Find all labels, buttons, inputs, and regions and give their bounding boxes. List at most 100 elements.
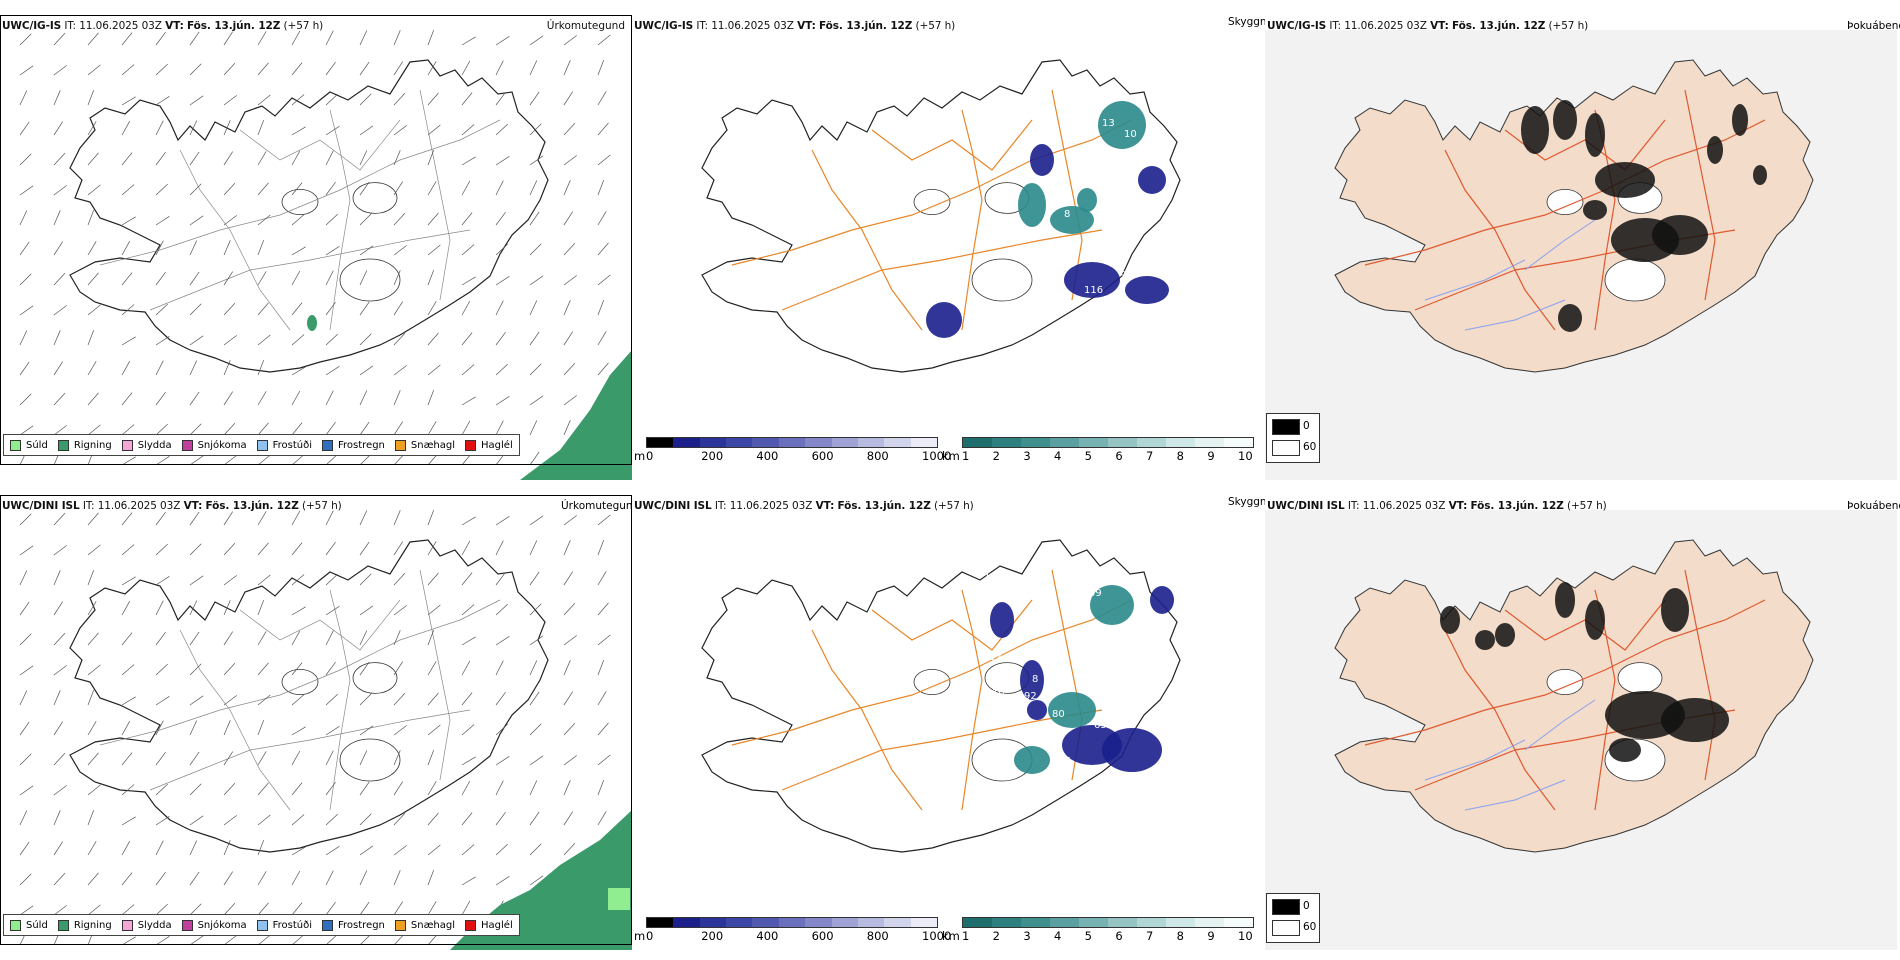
- road-line: [329, 109, 351, 331]
- wind-barb: [495, 123, 508, 136]
- wind-barb: [87, 209, 95, 226]
- visibility-value-label: 17: [1102, 160, 1115, 171]
- wind-barb: [495, 571, 506, 586]
- colorbar-step: [778, 438, 806, 447]
- colorbar-step: [805, 438, 832, 447]
- wind-barb: [529, 363, 542, 376]
- precip-map-row1: [0, 15, 632, 480]
- legend-label: 60: [1303, 441, 1317, 453]
- visibility-colorbar: km 1 2 3 4 5 6 7 8 9 10: [942, 437, 1262, 463]
- wind-barb: [325, 846, 340, 856]
- wind-barb: [257, 94, 271, 106]
- wind-barb: [121, 392, 133, 406]
- wind-barb: [53, 65, 68, 76]
- wind-barb: [223, 903, 236, 916]
- visibility-value-label: 80: [1052, 709, 1065, 720]
- wind-barb: [189, 391, 200, 406]
- wind-barb: [121, 576, 136, 586]
- wind-barb: [359, 541, 370, 556]
- road-line: [179, 149, 291, 331]
- wind-barb: [427, 692, 439, 706]
- wind-barb: [393, 725, 408, 736]
- visibility-patch: [1090, 585, 1134, 625]
- colorbar-step: [647, 438, 674, 447]
- wind-barb: [427, 301, 437, 316]
- visibility-value-label: 116: [1084, 285, 1103, 296]
- wind-barb: [427, 92, 439, 106]
- wind-barb: [563, 211, 573, 226]
- wind-barb: [461, 212, 473, 226]
- legend-label: Frostúði: [272, 439, 312, 451]
- visibility-value-label: 72: [992, 232, 1005, 243]
- fog-blob: [1495, 623, 1515, 647]
- wind-barb: [121, 720, 131, 736]
- wind-barb: [529, 811, 540, 826]
- legend-swatch: [121, 439, 133, 451]
- colorbar-tick: 800: [866, 929, 889, 943]
- wind-barb: [495, 540, 504, 556]
- wind-barb: [155, 96, 170, 106]
- colorbar-step: [1050, 918, 1079, 927]
- legend-item: Frostúði: [256, 439, 312, 451]
- wind-barb: [393, 813, 406, 826]
- wind-barb: [427, 604, 441, 616]
- panel-header: UWC/DINI ISL IT: 11.06.2025 03Z VT: Fös.…: [634, 500, 974, 512]
- legend-swatch-black: [1272, 419, 1300, 435]
- fog-map-canvas: [1265, 30, 1897, 480]
- wind-barb: [53, 393, 66, 406]
- colorbar-tick: 2: [992, 929, 1000, 943]
- wind-barb: [223, 543, 236, 556]
- wind-barb: [563, 660, 571, 676]
- colorbar-step: [857, 438, 885, 447]
- wind-barb: [121, 872, 133, 886]
- visibility-value-label: 92: [1024, 691, 1037, 702]
- wind-barb: [563, 723, 576, 736]
- legend-swatch: [256, 919, 268, 931]
- wind-barb: [325, 390, 334, 406]
- wind-barb: [19, 545, 34, 556]
- wind-barb: [529, 211, 540, 226]
- wind-barb: [393, 573, 406, 586]
- wind-barb: [257, 151, 267, 166]
- wind-barb: [529, 603, 542, 616]
- wind-barb: [223, 95, 238, 106]
- wind-barb: [257, 814, 271, 826]
- wind-barb: [597, 539, 605, 556]
- wind-barb: [461, 756, 476, 766]
- wind-barb: [563, 540, 571, 556]
- wind-barb: [19, 273, 32, 286]
- glacier-outline: [971, 258, 1033, 302]
- wind-barb: [495, 691, 506, 706]
- glacier-outline: [1617, 662, 1663, 694]
- iceland-group: [1265, 30, 1897, 480]
- visibility-value-label: 10: [1124, 129, 1137, 140]
- glacier-outline: [339, 738, 401, 782]
- wind-barb: [155, 423, 168, 436]
- wind-barb: [291, 814, 305, 826]
- wind-barb: [121, 64, 135, 76]
- wind-barb: [53, 121, 63, 136]
- river-line: [1464, 299, 1566, 331]
- colorbar-tick: 4: [1054, 449, 1062, 463]
- road-line: [961, 589, 983, 811]
- wind-barb: [325, 573, 338, 586]
- colorbar-step: [699, 918, 727, 927]
- legend-item: Rigning: [57, 919, 112, 931]
- wind-barb: [189, 151, 200, 166]
- wind-barb: [461, 812, 473, 826]
- wind-barb: [121, 904, 135, 916]
- wind-barb: [257, 182, 269, 196]
- iceland-group: [1265, 510, 1897, 950]
- wind-barb: [529, 395, 544, 406]
- wind-barb: [19, 785, 34, 796]
- colorbar-step: [1079, 918, 1108, 927]
- ceiling-colorbar: m 0 200 400 600 800 1000: [634, 917, 951, 943]
- wind-barb: [223, 303, 236, 316]
- wind-barb: [359, 150, 368, 166]
- wind-barb: [393, 30, 401, 46]
- panel-title: Úrkomutegund: [561, 500, 640, 512]
- visibility-value-label: 75: [1012, 709, 1025, 720]
- visibility-map-row2: 109 15 55 59 26 12 8 92 75 80 65 135 10: [632, 495, 1264, 960]
- legend-swatch: [394, 439, 406, 451]
- wind-barb: [189, 600, 198, 616]
